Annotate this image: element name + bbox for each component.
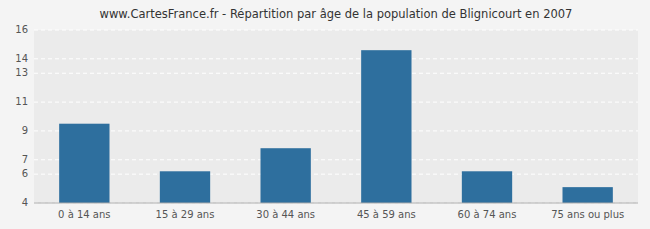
bars	[59, 50, 613, 203]
grid-line	[34, 174, 638, 175]
grid-line	[34, 130, 638, 131]
bar	[160, 171, 210, 203]
grid-line	[34, 102, 638, 103]
plot-area	[34, 30, 638, 203]
bar	[462, 171, 512, 203]
chart: 4 6 7 9 11 13 14 16 0 à 14 ans 15 à 29 ans 30 à 44…	[0, 0, 650, 229]
grid-line	[34, 30, 638, 31]
grid	[34, 30, 638, 203]
grid-line	[34, 58, 638, 59]
y-tick-label: 7	[22, 154, 28, 165]
y-tick-label: 13	[15, 67, 28, 78]
grid-line	[34, 203, 638, 204]
x-axis-line	[34, 203, 638, 204]
grid-line	[34, 73, 638, 74]
title: www.CartesFrance.fr - Répartition par âg…	[100, 7, 573, 21]
x-tick-label: 45 à 59 ans	[357, 209, 416, 220]
y-axis-line	[34, 30, 35, 203]
page: {"chart_data": {"type": "bar", "title": …	[0, 0, 650, 229]
y-axis: 4 6 7 9 11 13 14 16	[15, 24, 28, 208]
y-tick-label: 11	[15, 96, 28, 107]
x-tick-label: 15 à 29 ans	[156, 209, 215, 220]
bar	[59, 124, 109, 203]
bar	[361, 50, 411, 203]
y-tick-label: 4	[22, 197, 28, 208]
x-axis: 0 à 14 ans 15 à 29 ans 30 à 44 ans 45 à 59 …	[58, 209, 624, 220]
y-tick-label: 16	[15, 24, 28, 35]
x-tick-label: 60 à 74 ans	[458, 209, 517, 220]
y-tick-label: 14	[15, 53, 28, 64]
y-tick-label: 9	[22, 125, 28, 136]
x-tick-label: 75 ans ou plus	[551, 209, 624, 220]
grid-line	[34, 159, 638, 160]
y-tick-label: 6	[22, 168, 28, 179]
x-tick-label: 30 à 44 ans	[256, 209, 315, 220]
bar	[563, 187, 613, 203]
x-tick-label: 0 à 14 ans	[58, 209, 110, 220]
bar	[261, 148, 311, 203]
